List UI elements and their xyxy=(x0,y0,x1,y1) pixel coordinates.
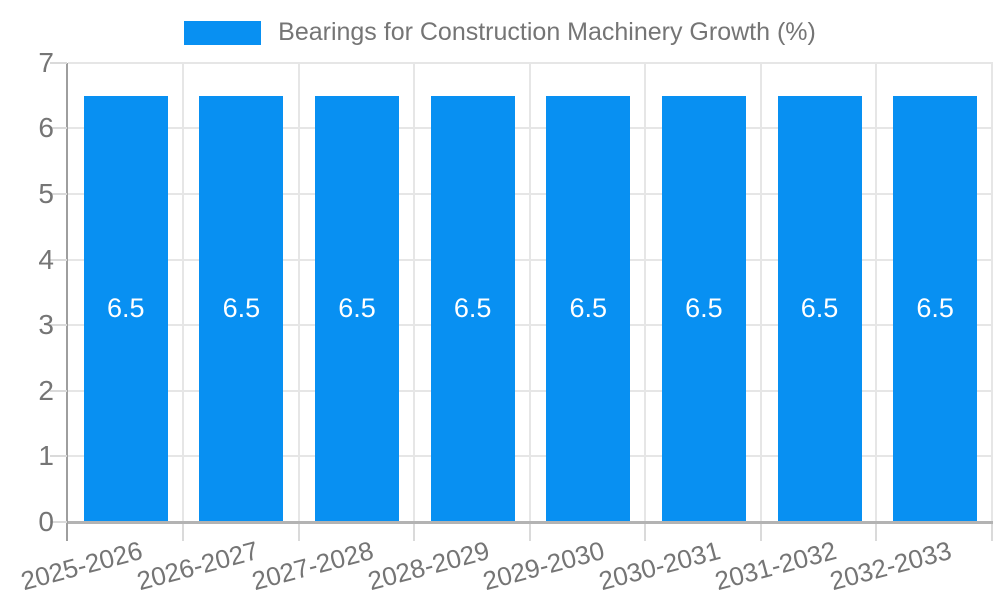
bar-value-label: 6.5 xyxy=(569,293,608,324)
y-tick xyxy=(50,455,67,457)
x-tick xyxy=(413,524,415,541)
x-tick xyxy=(298,524,300,541)
y-axis-label: 4 xyxy=(38,244,54,275)
bar: 6.5 xyxy=(777,95,862,522)
bar-slot: 6.5 xyxy=(184,63,300,522)
x-tick xyxy=(182,524,184,541)
plot-area: 6.5 6.5 6.5 6.5 6.5 xyxy=(68,62,993,522)
x-axis-line xyxy=(68,521,993,524)
gridline-vertical xyxy=(413,63,415,522)
y-tick xyxy=(50,521,67,523)
y-axis-label: 2 xyxy=(38,375,54,406)
bar-slot: 6.5 xyxy=(531,63,647,522)
bar: 6.5 xyxy=(199,95,284,522)
bar-value-label: 6.5 xyxy=(338,293,376,324)
x-tick xyxy=(644,524,646,541)
legend-swatch xyxy=(184,20,262,45)
x-tick xyxy=(875,524,877,541)
x-tick xyxy=(991,524,993,541)
y-axis-label: 3 xyxy=(38,309,54,340)
bar-slot: 6.5 xyxy=(877,63,993,522)
bar: 6.5 xyxy=(315,95,400,522)
bar: 6.5 xyxy=(430,95,515,522)
bar-value-label: 6.5 xyxy=(453,293,492,324)
gridline-vertical xyxy=(760,63,762,522)
y-axis-label: 6 xyxy=(38,112,54,143)
bar-slot: 6.5 xyxy=(762,63,878,522)
y-tick xyxy=(50,193,67,195)
y-axis-label: 5 xyxy=(38,178,54,209)
gridline-vertical xyxy=(644,63,646,522)
y-axis-label: 1 xyxy=(38,440,54,471)
bar-series: 6.5 6.5 6.5 6.5 6.5 xyxy=(68,63,993,522)
y-tick xyxy=(50,390,67,392)
y-axis-label: 7 xyxy=(38,47,54,78)
x-tick xyxy=(529,524,531,541)
bar: 6.5 xyxy=(893,95,978,522)
bar-value-label: 6.5 xyxy=(800,293,839,324)
y-tick xyxy=(50,259,67,261)
x-tick xyxy=(760,524,762,541)
bar-slot: 6.5 xyxy=(299,63,415,522)
gridline-vertical xyxy=(182,63,184,522)
bar-slot: 6.5 xyxy=(646,63,762,522)
gridline-vertical xyxy=(991,63,993,522)
gridline-vertical xyxy=(298,63,300,522)
bar-value-label: 6.5 xyxy=(107,293,145,324)
gridline-vertical xyxy=(875,63,877,522)
y-axis-line xyxy=(66,63,68,541)
y-tick xyxy=(50,127,67,129)
gridline-vertical xyxy=(529,63,531,522)
bar-value-label: 6.5 xyxy=(916,293,954,324)
y-tick xyxy=(50,324,67,326)
bar: 6.5 xyxy=(546,95,631,522)
bar-slot: 6.5 xyxy=(415,63,531,522)
legend: Bearings for Construction Machinery Grow… xyxy=(0,18,1000,47)
bar-value-label: 6.5 xyxy=(222,293,261,324)
bar: 6.5 xyxy=(83,95,168,522)
y-axis-label: 0 xyxy=(38,506,54,537)
bar-value-label: 6.5 xyxy=(685,293,723,324)
bar-slot: 6.5 xyxy=(68,63,184,522)
y-tick xyxy=(50,62,67,64)
legend-label: Bearings for Construction Machinery Grow… xyxy=(278,18,816,46)
bar: 6.5 xyxy=(661,95,746,522)
